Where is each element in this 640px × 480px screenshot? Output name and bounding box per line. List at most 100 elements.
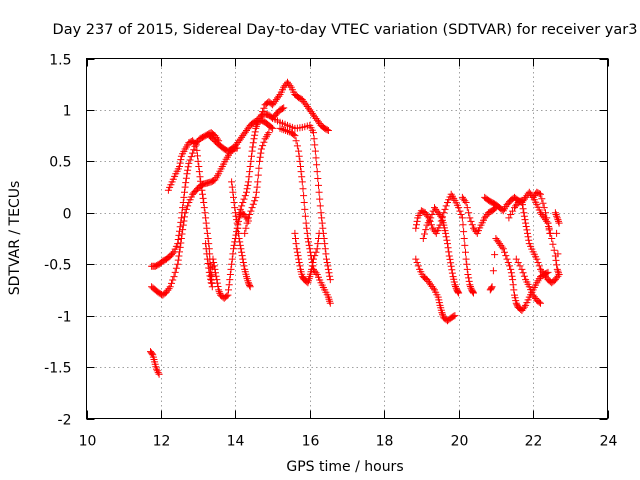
- data-point-trace-u: [548, 235, 556, 242]
- data-point-trace-b: [169, 249, 177, 257]
- data-point-trace-g: [230, 199, 238, 206]
- data-point-trace-g: [240, 262, 248, 270]
- data-point-trace-b: [181, 183, 189, 191]
- data-point-trace-j: [257, 111, 265, 119]
- data-point-trace-c: [174, 260, 182, 268]
- data-point-trace-p: [452, 283, 459, 290]
- data-point-trace-m: [312, 248, 320, 256]
- data-point-trace-u: [549, 240, 557, 248]
- data-point-trace-n: [457, 211, 465, 218]
- data-point-trace-h: [238, 202, 246, 210]
- data-point-trace-n: [464, 271, 472, 278]
- y-tick-label: 0.5: [49, 155, 71, 171]
- data-point-trace-g: [231, 204, 239, 212]
- data-point-trace-n: [462, 248, 469, 256]
- data-point-trace-i: [247, 207, 255, 215]
- data-point-trace-v: [535, 298, 543, 306]
- data-point-trace-m: [313, 245, 321, 253]
- data-point-trace-b: [185, 159, 193, 167]
- data-point-trace-i: [255, 164, 263, 172]
- data-point-trace-d: [202, 219, 210, 227]
- data-point-trace-d: [198, 186, 206, 194]
- data-point-trace-u: [550, 246, 558, 254]
- data-point-trace-d: [191, 140, 199, 147]
- data-point-trace-n: [463, 265, 471, 273]
- data-point-trace-n: [466, 283, 474, 290]
- data-point-trace-m: [294, 252, 302, 260]
- data-point-trace-l: [297, 168, 305, 176]
- data-point-trace-g: [236, 241, 244, 249]
- data-point-trace-s: [489, 267, 497, 275]
- data-point-trace-v: [537, 299, 544, 307]
- data-point-trace-c: [181, 209, 189, 217]
- data-point-trace-c: [176, 243, 184, 251]
- data-point-trace-e: [212, 272, 220, 280]
- data-point-trace-p: [443, 236, 451, 244]
- data-point-trace-i: [256, 153, 264, 161]
- data-point-trace-l: [305, 238, 312, 246]
- data-point-trace-k: [322, 250, 330, 258]
- data-point-trace-e: [209, 255, 217, 263]
- data-point-trace-n: [455, 204, 463, 212]
- data-point-trace-e: [211, 265, 219, 273]
- data-point-trace-c: [174, 256, 182, 264]
- data-point-trace-u: [555, 271, 563, 278]
- data-point-trace-f: [280, 104, 288, 112]
- data-point-trace-c: [172, 264, 180, 272]
- data-point-trace-h: [241, 192, 249, 200]
- data-point-trace-n: [437, 217, 445, 225]
- data-point-trace-b: [190, 146, 198, 154]
- data-point-trace-h: [248, 147, 256, 155]
- data-point-trace-p: [448, 269, 456, 277]
- data-point-trace-e: [224, 291, 232, 299]
- data-point-trace-l: [298, 173, 306, 181]
- data-point-trace-m: [295, 259, 303, 266]
- data-point-trace-n: [424, 212, 432, 220]
- data-point-trace-k: [319, 224, 327, 232]
- data-point-trace-d: [176, 159, 184, 167]
- y-tick-labels: -2 -1.5 -1 -0.5 0 0.5 1 1.5: [44, 53, 71, 429]
- data-point-trace-d: [197, 177, 205, 185]
- data-point-trace-i: [243, 219, 251, 227]
- data-point-trace-e: [225, 286, 232, 294]
- data-point-trace-h: [240, 195, 248, 203]
- data-point-trace-c: [177, 239, 185, 247]
- data-point-trace-g: [239, 255, 247, 263]
- data-point-trace-m: [293, 245, 301, 253]
- data-point-trace-s: [488, 284, 495, 292]
- data-point-trace-k: [323, 255, 330, 263]
- data-point-trace-q: [466, 214, 474, 222]
- data-point-trace-e: [229, 250, 237, 258]
- data-point-trace-s: [504, 259, 512, 266]
- data-point-trace-l: [299, 185, 307, 193]
- data-point-trace-j: [286, 82, 294, 90]
- data-point-trace-s: [498, 243, 506, 251]
- data-point-trace-k: [325, 269, 333, 277]
- data-point-trace-d: [192, 141, 200, 149]
- data-point-trace-d: [194, 157, 202, 165]
- data-point-trace-d: [199, 190, 206, 198]
- data-point-trace-g: [228, 178, 236, 186]
- data-point-trace-n: [460, 235, 468, 242]
- data-point-trace-m: [308, 262, 316, 270]
- data-point-trace-e: [213, 279, 221, 287]
- data-point-trace-l: [295, 152, 303, 160]
- data-point-trace-l: [300, 199, 308, 206]
- data-point-trace-h: [236, 205, 244, 213]
- data-point-trace-e: [223, 292, 231, 300]
- data-point-trace-h: [267, 123, 275, 131]
- data-point-trace-i: [241, 229, 249, 237]
- data-point-trace-c: [178, 230, 186, 238]
- data-point-trace-s: [509, 281, 517, 289]
- data-point-trace-u: [543, 214, 551, 222]
- data-point-trace-i: [252, 188, 260, 196]
- data-point-trace-p: [444, 240, 451, 248]
- data-point-trace-l: [303, 229, 311, 237]
- x-tick-label: 10: [79, 434, 97, 450]
- data-point-trace-b: [182, 179, 190, 187]
- data-point-trace-n: [469, 288, 477, 296]
- data-point-trace-g: [246, 282, 254, 289]
- data-point-trace-o: [451, 312, 459, 320]
- data-point-trace-l: [304, 235, 312, 242]
- data-point-trace-n: [460, 228, 468, 236]
